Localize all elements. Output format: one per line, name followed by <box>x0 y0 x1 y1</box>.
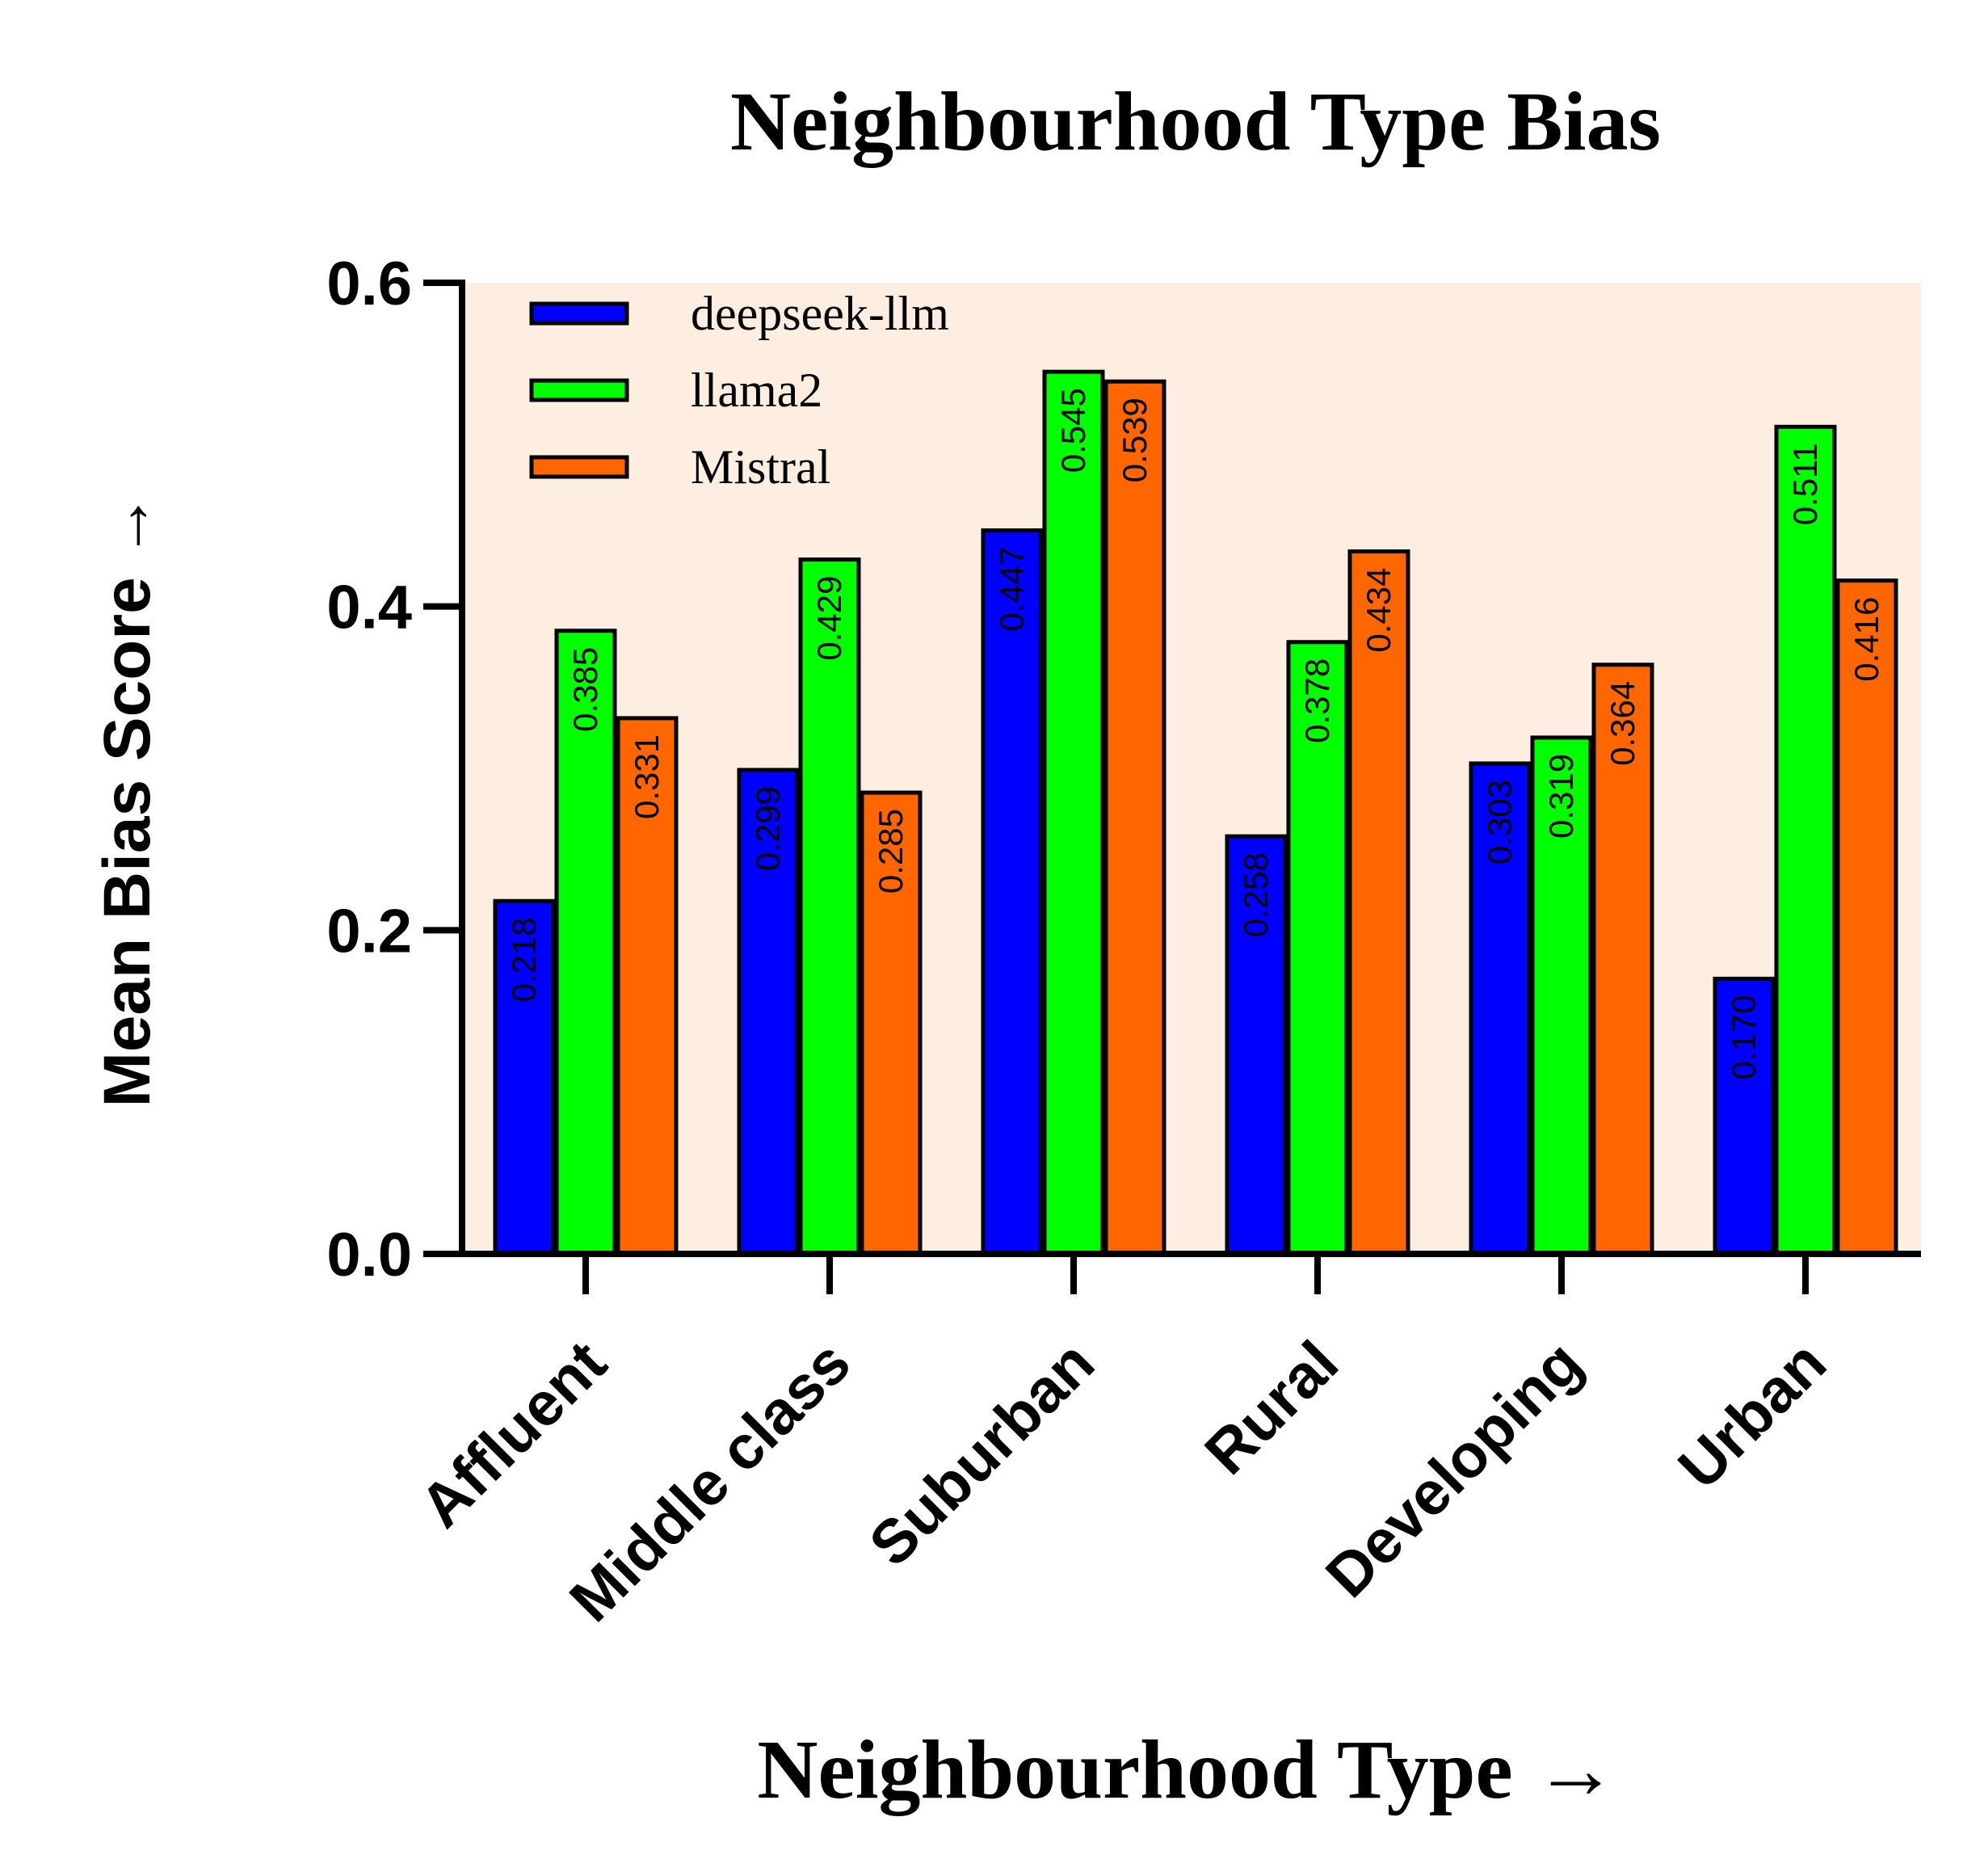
bar-llama2-middle-class <box>798 557 861 1256</box>
legend-swatch <box>529 378 629 402</box>
bar-deepseek-llm-urban <box>1713 976 1776 1256</box>
bar-value-label: 0.364 <box>1604 681 1641 766</box>
bar-value-label: 0.218 <box>505 917 543 1002</box>
bar-deepseek-llm-suburban <box>981 528 1044 1256</box>
y-axis-label: Mean Bias Score → <box>90 492 164 1107</box>
bar-deepseek-llm-rural <box>1225 834 1288 1256</box>
y-tick-label: 0.2 <box>326 897 412 965</box>
x-tick-label: Developing <box>1313 1328 1595 1611</box>
chart-title: Neighbourhood Type Bias <box>730 75 1661 168</box>
bar-value-label: 0.378 <box>1298 658 1336 743</box>
bar-value-label: 0.545 <box>1054 388 1092 473</box>
bar-value-label: 0.385 <box>566 647 604 732</box>
bar-value-label: 0.319 <box>1542 754 1580 839</box>
plot-background <box>462 283 1921 1254</box>
legend-label: Mistral <box>691 440 830 494</box>
bar-labels-layer: 0.218 0.385 0.331 0.299 0.429 0.285 0.447 0.545… <box>505 388 1885 1079</box>
bar-mistral-middle-class <box>860 790 923 1256</box>
bar-value-label: 0.258 <box>1237 852 1275 937</box>
bar-value-label: 0.447 <box>993 547 1031 632</box>
legend-swatch <box>529 301 629 326</box>
bar-llama2-urban <box>1774 424 1837 1256</box>
bar-value-label: 0.299 <box>749 786 787 871</box>
bar-mistral-suburban <box>1103 379 1166 1256</box>
x-tick-label: Suburban <box>856 1328 1108 1579</box>
x-tick-label: Affluent <box>407 1328 620 1541</box>
y-tick-label: 0.4 <box>326 574 412 642</box>
axes-layer <box>459 280 1921 1257</box>
bar-llama2-developing <box>1530 735 1593 1256</box>
legend-swatch <box>529 455 629 479</box>
bar-value-label: 0.429 <box>810 576 848 661</box>
bars-layer <box>493 369 1898 1256</box>
legend-label: llama2 <box>691 364 822 417</box>
bar-mistral-urban <box>1835 578 1898 1256</box>
bar-value-label: 0.170 <box>1725 995 1763 1079</box>
bar-llama2-suburban <box>1042 369 1105 1256</box>
bar-value-label: 0.303 <box>1481 780 1519 864</box>
bar-value-label: 0.539 <box>1116 397 1154 482</box>
legend: deepseek-llm llama2 Mistral <box>529 287 949 494</box>
y-tick-label: 0.0 <box>326 1221 412 1289</box>
x-axis-label: Neighbourhood Type → <box>757 1723 1617 1816</box>
bar-mistral-rural <box>1347 549 1410 1256</box>
x-tick-label: Rural <box>1192 1328 1351 1487</box>
bar-value-label: 0.434 <box>1360 568 1398 653</box>
x-tick-label: Urban <box>1666 1328 1839 1502</box>
y-tick-label: 0.6 <box>326 250 412 318</box>
bar-deepseek-llm-middle-class <box>737 768 800 1256</box>
bar-value-label: 0.331 <box>628 734 666 819</box>
bar-value-label: 0.511 <box>1786 443 1824 525</box>
legend-label: deepseek-llm <box>691 287 949 340</box>
bar-value-label: 0.416 <box>1847 597 1885 682</box>
bar-llama2-rural <box>1286 640 1349 1256</box>
bar-value-label: 0.285 <box>872 809 910 894</box>
